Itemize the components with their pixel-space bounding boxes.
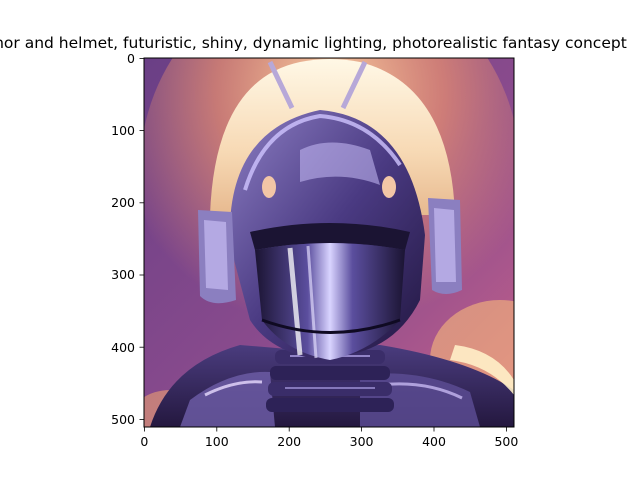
y-tick-label: 200 [111,195,135,210]
y-tick-label: 0 [127,51,135,66]
image-frame [143,57,515,428]
y-tick-label: 500 [111,412,135,427]
figure-title: armor and helmet, futuristic, shiny, dyn… [0,34,627,52]
y-axis: 0 100 200 300 400 500 [111,51,144,427]
x-axis: 0 100 200 300 400 500 [140,427,518,449]
robot-helmet-image [144,58,514,427]
x-tick-label: 500 [494,434,518,449]
x-tick-label: 200 [277,434,301,449]
x-tick-label: 400 [422,434,446,449]
x-tick-label: 0 [140,434,148,449]
x-tick-label: 300 [350,434,374,449]
y-tick-label: 400 [111,340,135,355]
x-tick-label: 100 [205,434,229,449]
y-tick-label: 100 [111,123,135,138]
y-tick-label: 300 [111,267,135,282]
